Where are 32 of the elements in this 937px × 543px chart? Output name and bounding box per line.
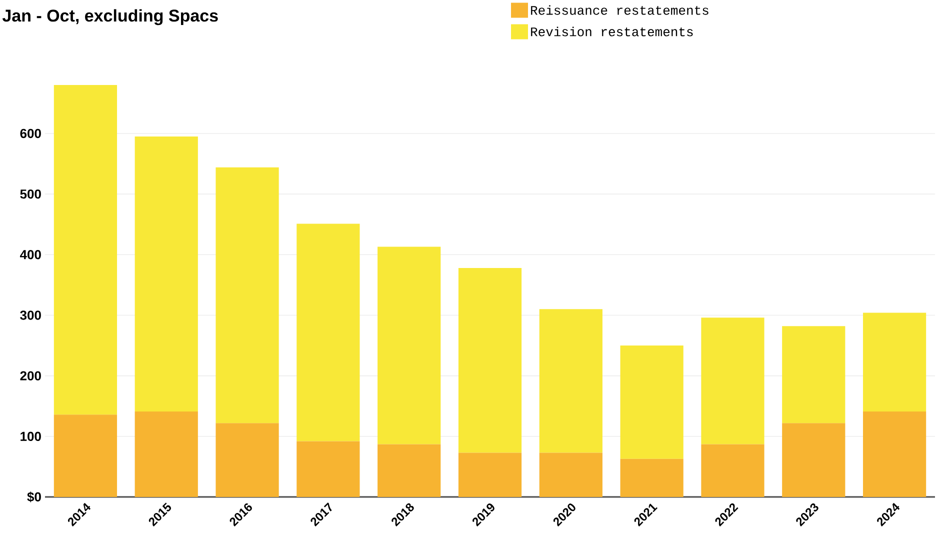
y-tick-label: 200 (20, 371, 41, 380)
y-tick-label: 600 (20, 128, 41, 138)
y-tick-label: $0 (27, 492, 41, 502)
bar (378, 444, 441, 497)
bar (701, 318, 764, 444)
bar (296, 224, 360, 442)
bar (701, 444, 764, 497)
bar (216, 167, 279, 424)
bar (134, 136, 198, 412)
bar (216, 423, 279, 497)
chart-title: Jan - Oct, excluding Spacs (2, 9, 218, 26)
bar (458, 268, 522, 453)
y-tick-label: 500 (20, 189, 41, 199)
legend-label: Reissuance restatements (531, 5, 708, 15)
bar (782, 326, 846, 424)
bar (539, 309, 602, 453)
bar (620, 346, 684, 459)
bar (134, 412, 198, 497)
bar (782, 423, 846, 497)
y-tick-label: 400 (20, 250, 41, 260)
bar (458, 452, 522, 497)
bar (54, 414, 118, 497)
bar (862, 312, 926, 412)
bar (539, 452, 602, 497)
bar (378, 246, 441, 444)
bar (296, 441, 360, 497)
bar (862, 412, 926, 497)
bar (54, 84, 118, 415)
y-tick-label: 100 (20, 432, 41, 441)
legend-label: Revision restatements (531, 26, 693, 36)
y-tick-label: 300 (20, 310, 41, 320)
bar (620, 458, 684, 497)
